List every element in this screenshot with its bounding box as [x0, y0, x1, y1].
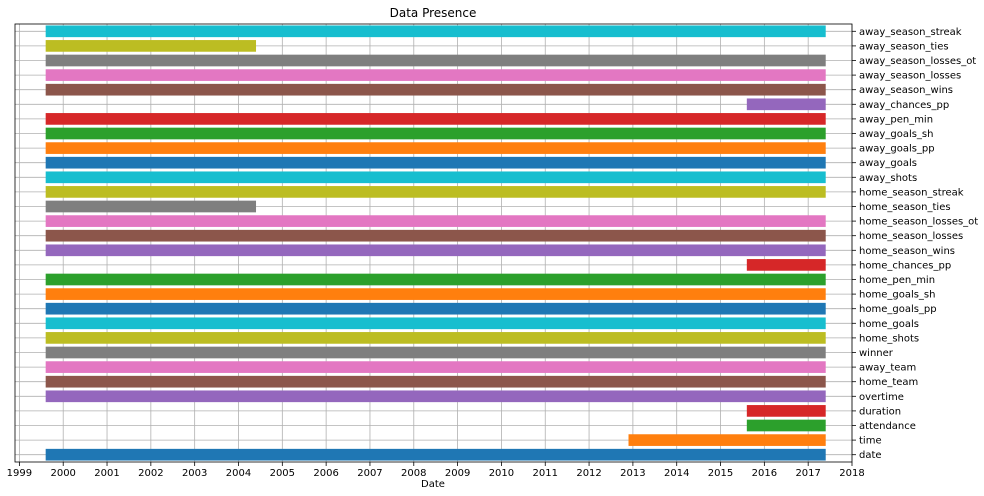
bar-away-goals — [45, 156, 826, 169]
y-tick-label: home_season_wins — [859, 246, 955, 257]
y-tick-label: home_season_ties — [859, 202, 951, 213]
y-tick-label: away_goals — [859, 158, 917, 169]
x-tick-label: 2006 — [313, 468, 338, 479]
bar-away-season-streak — [45, 25, 826, 38]
bar-overtime — [45, 390, 826, 403]
y-tick-label: away_season_wins — [859, 85, 953, 96]
x-tick-label: 1999 — [7, 468, 32, 479]
x-tick-label: 2010 — [489, 468, 514, 479]
x-tick-label: 2018 — [839, 468, 864, 479]
y-tick-label: duration — [859, 406, 901, 417]
bars — [45, 25, 826, 461]
y-tick-label: home_team — [859, 377, 918, 388]
bar-home-season-losses-ot — [45, 215, 826, 227]
plot-frame — [14, 23, 853, 463]
x-tick-label: 2008 — [401, 468, 426, 479]
x-tick-label: 2005 — [270, 468, 295, 479]
y-tick-label: home_chances_pp — [859, 260, 951, 271]
bar-duration — [746, 405, 826, 417]
y-tick-label: home_shots — [859, 333, 919, 344]
bar-away-season-wins — [45, 83, 826, 96]
y-tick-label: away_season_streak — [859, 27, 962, 38]
bar-home-season-losses — [45, 229, 826, 242]
y-tick-label: home_season_losses — [859, 231, 963, 242]
y-tick-label: away_goals_pp — [859, 144, 935, 155]
bar-away-goals-pp — [45, 142, 826, 154]
x-tick-label: 2011 — [533, 468, 558, 479]
bar-attendance — [746, 419, 826, 432]
y-tick-label: away_season_ties — [859, 41, 949, 52]
bar-home-goals-pp — [45, 302, 826, 315]
x-tick-label: 2013 — [620, 468, 645, 479]
bar-away-season-losses-ot — [45, 54, 826, 67]
x-tick-label: 2009 — [445, 468, 470, 479]
bar-away-chances-pp — [746, 98, 826, 111]
y-tick-label: away_chances_pp — [859, 100, 949, 111]
y-tick-label: overtime — [859, 392, 904, 403]
bar-winner — [45, 346, 826, 359]
bar-home-chances-pp — [746, 259, 826, 271]
x-tick-label: 2003 — [182, 468, 207, 479]
bar-away-shots — [45, 171, 826, 184]
y-tick-label: home_pen_min — [859, 275, 935, 286]
x-tick-label: 2015 — [708, 468, 733, 479]
y-tick-label: away_season_losses — [859, 71, 961, 82]
bar-home-goals-sh — [45, 288, 826, 300]
bar-home-season-ties — [45, 200, 257, 213]
bar-away-pen-min — [45, 113, 826, 125]
bar-away-season-losses — [45, 69, 826, 81]
bar-date — [45, 448, 826, 461]
y-tick-label: away_pen_min — [859, 114, 933, 125]
x-tick-label: 2017 — [795, 468, 820, 479]
x-tick-label: 2000 — [50, 468, 75, 479]
y-tick-label: winner — [859, 348, 894, 359]
bar-home-shots — [45, 332, 826, 344]
y-tick-label: time — [859, 436, 882, 447]
axes — [14, 23, 853, 463]
y-tick-label: home_goals_sh — [859, 290, 935, 301]
x-tick-label: 2012 — [576, 468, 601, 479]
x-tick-label: 2016 — [752, 468, 777, 479]
x-tick-label: 2007 — [357, 468, 382, 479]
x-tick-label: 2002 — [138, 468, 163, 479]
x-tick-label: 2001 — [94, 468, 119, 479]
bar-away-goals-sh — [45, 127, 826, 140]
x-tick-label: 2014 — [664, 468, 689, 479]
bar-time — [628, 434, 826, 446]
y-tick-label: away_season_losses_ot — [859, 56, 976, 67]
bar-away-team — [45, 361, 826, 373]
y-tick-label: away_shots — [859, 173, 917, 184]
y-tick-label: home_season_losses_ot — [859, 217, 978, 228]
y-tick-label: date — [859, 450, 882, 461]
y-tick-label: away_team — [859, 363, 916, 374]
bar-away-season-ties — [45, 40, 257, 52]
bar-home-team — [45, 375, 826, 388]
y-tick-label: attendance — [859, 421, 916, 432]
y-axis-ticks: away_season_streak away_season_ties away_s… — [852, 27, 978, 461]
y-tick-label: away_goals_sh — [859, 129, 933, 140]
bar-home-pen-min — [45, 273, 826, 286]
y-tick-label: home_season_streak — [859, 187, 964, 198]
chart-title: Data Presence — [390, 6, 477, 20]
bar-home-goals — [45, 317, 826, 330]
bar-home-season-streak — [45, 186, 826, 198]
x-axis-ticks: 1999 2000 2001 2002 2003 2004 2005 2006 2007 2008… — [7, 462, 865, 479]
x-tick-label: 2004 — [226, 468, 251, 479]
y-tick-label: home_goals — [859, 319, 919, 330]
x-axis-label: Date — [421, 479, 445, 490]
y-tick-label: home_goals_pp — [859, 304, 937, 315]
bar-home-season-wins — [45, 244, 826, 257]
